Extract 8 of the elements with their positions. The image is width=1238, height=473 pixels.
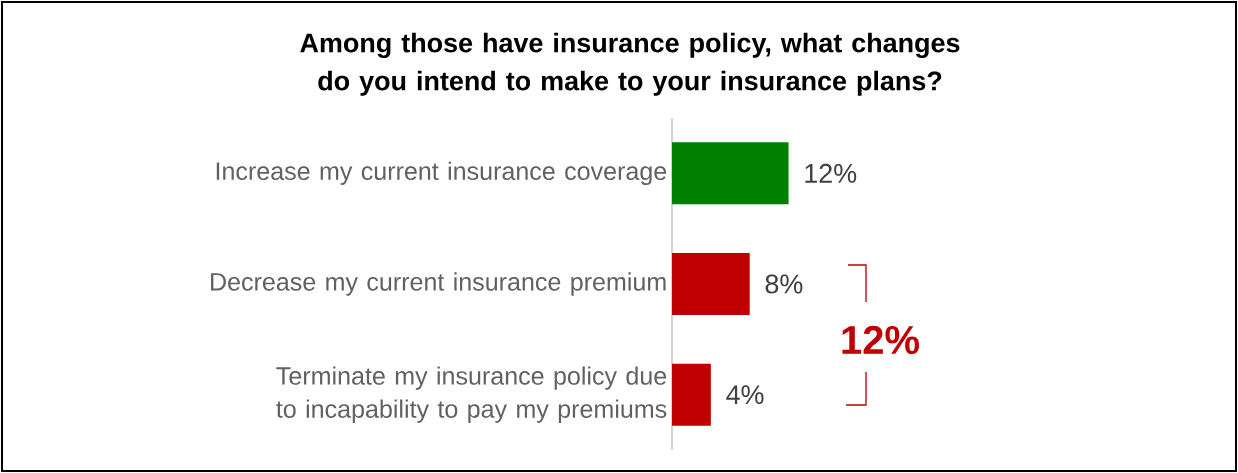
data-label: 12% bbox=[805, 163, 857, 183]
y-tick-label: Increase my current insurance coverage bbox=[216, 161, 667, 186]
data-label: 4% bbox=[726, 385, 764, 405]
data-label: 8% bbox=[765, 274, 803, 294]
y-tick-label: Terminate my insurance policy due to incapability to pay my premiums bbox=[276, 366, 667, 423]
y-tick-label: Decrease my current insurance premium bbox=[211, 272, 666, 296]
text: 12% bbox=[842, 325, 919, 355]
chart-title: Among those have insurance policy, what changes do you intend to make to your insurance plans? bbox=[300, 32, 960, 96]
